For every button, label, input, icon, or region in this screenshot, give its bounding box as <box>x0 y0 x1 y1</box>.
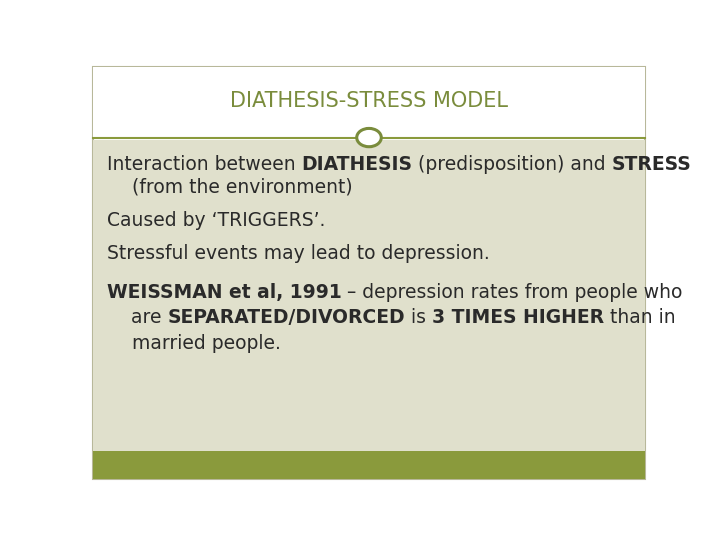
Text: Caused by ‘TRIGGERS’.: Caused by ‘TRIGGERS’. <box>107 211 325 229</box>
Text: (predisposition) and: (predisposition) and <box>413 155 612 174</box>
Text: DIATHESIS: DIATHESIS <box>302 155 413 174</box>
FancyBboxPatch shape <box>93 67 645 478</box>
Text: – depression rates from people who: – depression rates from people who <box>341 283 683 302</box>
Text: than in: than in <box>604 308 675 327</box>
Text: married people.: married people. <box>132 334 281 353</box>
Text: WEISSMAN et al, 1991: WEISSMAN et al, 1991 <box>107 283 341 302</box>
Text: Interaction between: Interaction between <box>107 155 302 174</box>
Text: STRESS: STRESS <box>612 155 692 174</box>
Text: (from the environment): (from the environment) <box>132 177 353 196</box>
Text: 3 TIMES HIGHER: 3 TIMES HIGHER <box>432 308 604 327</box>
FancyBboxPatch shape <box>93 140 645 451</box>
Text: Stressful events may lead to depression.: Stressful events may lead to depression. <box>107 244 490 263</box>
Text: are: are <box>107 308 167 327</box>
FancyBboxPatch shape <box>93 67 645 138</box>
Text: SEPARATED/DIVORCED: SEPARATED/DIVORCED <box>167 308 405 327</box>
Circle shape <box>356 129 382 147</box>
Text: DIATHESIS-STRESS MODEL: DIATHESIS-STRESS MODEL <box>230 91 508 111</box>
Text: is: is <box>405 308 432 327</box>
FancyBboxPatch shape <box>93 451 645 478</box>
